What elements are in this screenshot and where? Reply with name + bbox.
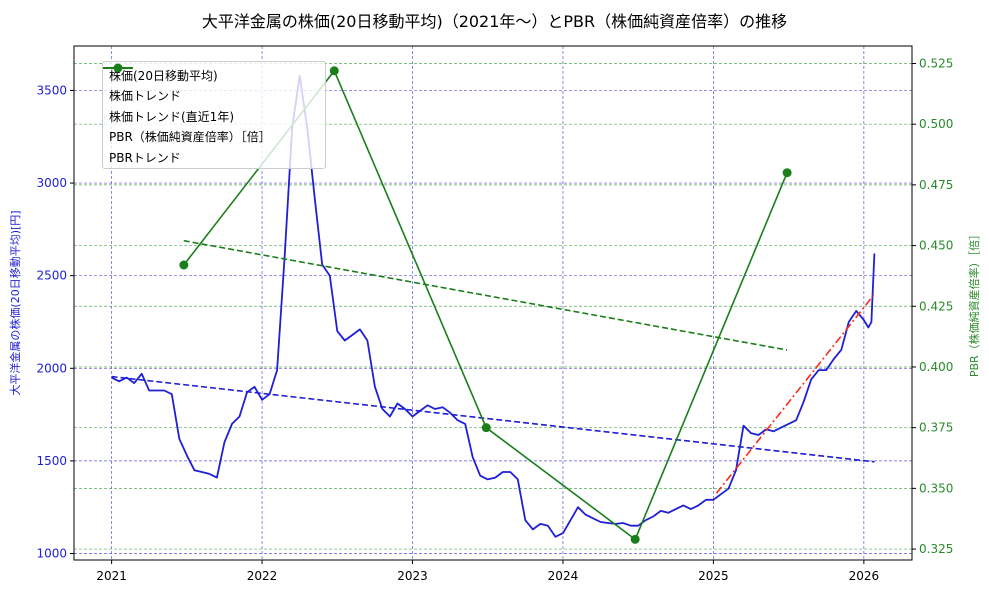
legend-label: 株価(20日移動平均) bbox=[109, 68, 218, 83]
pbr-marker bbox=[481, 423, 491, 433]
y-tick-label-right: 0.500 bbox=[919, 117, 953, 131]
y-tick-label-right: 0.450 bbox=[919, 239, 953, 253]
legend-item-pbr: PBR（株価純資産倍率）［倍］ bbox=[103, 63, 319, 148]
pbr-marker bbox=[630, 534, 640, 544]
series-line bbox=[111, 74, 876, 538]
pbr-marker bbox=[782, 168, 792, 178]
pbr-marker bbox=[179, 260, 189, 270]
legend-item-price-trend: 株価トレンド bbox=[103, 67, 319, 107]
legend-label: PBRトレンド bbox=[109, 150, 181, 165]
y-tick-label-left: 1500 bbox=[36, 454, 67, 468]
y-tick-label-right: 0.525 bbox=[919, 56, 953, 70]
legend-label: PBR（株価純資産倍率）［倍］ bbox=[109, 130, 271, 145]
legend: 株価(20日移動平均) 株価トレンド 株価トレンド(直近1年) PBR（株価純資… bbox=[102, 61, 326, 169]
x-tick-label: 2023 bbox=[397, 569, 428, 583]
y-tick-label-left: 2500 bbox=[36, 269, 67, 283]
x-tick-label: 2026 bbox=[849, 569, 880, 583]
y-tick-label-left: 1000 bbox=[36, 547, 67, 561]
legend-item-recent-trend: 株価トレンド(直近1年) bbox=[103, 67, 319, 127]
legend-item-pbr-trend: PBRトレンド bbox=[103, 67, 319, 168]
x-tick-label: 2021 bbox=[96, 569, 127, 583]
y-tick-label-right: 0.350 bbox=[919, 481, 953, 495]
series-group bbox=[111, 66, 876, 544]
y-tick-label-right: 0.325 bbox=[919, 542, 953, 556]
pbr-marker bbox=[329, 66, 339, 76]
y-tick-label-right: 0.375 bbox=[919, 421, 953, 435]
y-tick-label-left: 2000 bbox=[36, 361, 67, 375]
x-tick-label: 2025 bbox=[698, 569, 729, 583]
x-tick-label: 2024 bbox=[548, 569, 579, 583]
chart-title: 大平洋金属の株価(20日移動平均)（2021年〜）とPBR（株価純資産倍率）の推… bbox=[201, 12, 788, 31]
y-tick-label-right: 0.475 bbox=[919, 178, 953, 192]
legend-item-price: 株価(20日移動平均) bbox=[103, 65, 319, 86]
plot-frame bbox=[73, 45, 913, 561]
legend-label: 株価トレンド(直近1年) bbox=[109, 109, 234, 124]
series-line bbox=[183, 239, 788, 351]
y-tick-label-left: 3000 bbox=[36, 176, 67, 190]
legend-label: 株価トレンド bbox=[109, 89, 182, 104]
y-tick-label-right: 0.400 bbox=[919, 360, 953, 374]
y-tick-label-left: 3500 bbox=[36, 83, 67, 97]
y-tick-label-right: 0.425 bbox=[919, 299, 953, 313]
series-line bbox=[111, 375, 875, 463]
series-line bbox=[715, 293, 876, 494]
dashed-line-icon bbox=[103, 67, 133, 69]
x-tick-label: 2022 bbox=[247, 569, 278, 583]
y-axis-label-left: 大平洋金属の株価(20日移動平均)[円] bbox=[8, 210, 22, 395]
y-axis-label-right: PBR（株価純資産倍率）［倍］ bbox=[967, 229, 981, 377]
